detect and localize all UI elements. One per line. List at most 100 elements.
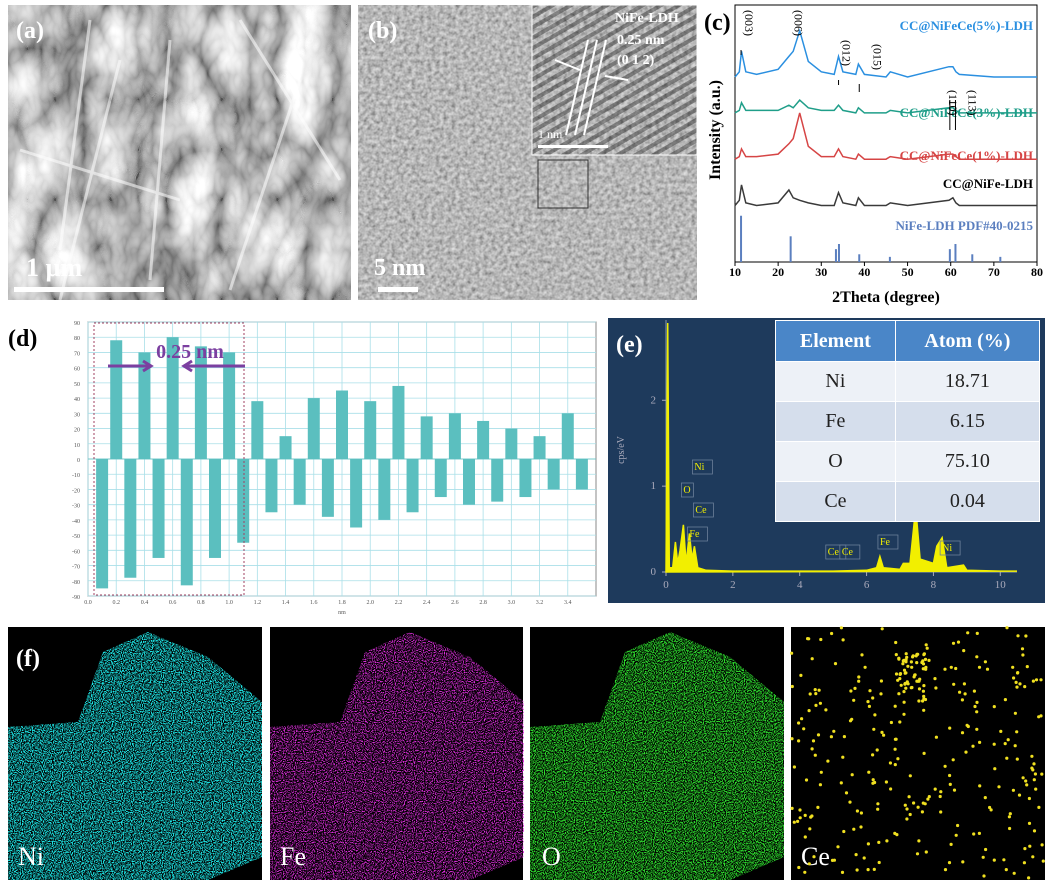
- x-tick-label: 1.6: [310, 600, 318, 606]
- y-tick-label: 60: [74, 367, 80, 373]
- ce-dot: [893, 747, 897, 751]
- panel-label: (b): [368, 18, 397, 44]
- ce-dot: [977, 665, 982, 669]
- table-header: Element Atom (%): [775, 320, 1041, 362]
- ce-dot: [1033, 772, 1037, 776]
- map-label: Fe: [280, 842, 306, 871]
- x-tick-label: 1.8: [338, 600, 346, 606]
- ce-dot: [889, 787, 893, 791]
- ce-dot: [908, 812, 912, 817]
- ce-dot: [852, 698, 856, 702]
- ce-dot: [1027, 821, 1032, 825]
- y-tick-label: 70: [74, 351, 80, 357]
- ce-dot: [933, 787, 937, 791]
- y-tick-label: 90: [74, 321, 80, 327]
- ce-dot: [904, 686, 908, 690]
- ce-dot: [962, 649, 966, 653]
- y-tick-label: 10: [74, 443, 80, 449]
- ce-dot: [885, 839, 889, 843]
- y-axis-label: cps/eV: [616, 435, 627, 464]
- ce-dot: [1015, 757, 1019, 761]
- y-axis-label: Intensity (a.u.): [707, 80, 724, 180]
- ce-dot: [1022, 861, 1026, 865]
- ce-dot: [908, 774, 912, 778]
- ce-dot: [1002, 858, 1006, 862]
- ce-dot: [927, 658, 931, 662]
- peak-label: (015): [870, 44, 884, 70]
- ce-dot: [852, 827, 856, 831]
- ce-dot: [800, 717, 804, 721]
- ce-dot: [796, 819, 800, 823]
- ce-dot: [993, 767, 997, 771]
- ce-dot: [804, 778, 809, 782]
- ce-dot: [871, 696, 875, 700]
- ce-dot: [1003, 698, 1007, 702]
- ce-dot: [954, 666, 958, 671]
- reference-label: NiFe-LDH PDF#40-0215: [895, 218, 1033, 233]
- ce-dot: [830, 631, 834, 636]
- ce-dot: [1024, 779, 1028, 783]
- ce-dot: [897, 692, 901, 696]
- ce-dot: [1013, 711, 1017, 715]
- ce-dot: [1030, 754, 1034, 758]
- ce-dot: [811, 739, 816, 743]
- cell: 75.10: [894, 441, 1041, 482]
- ce-dot: [1014, 680, 1018, 684]
- series-line: [734, 184, 1037, 207]
- ce-dot: [924, 850, 928, 854]
- ce-dot: [954, 833, 958, 837]
- element-tag-box: [877, 534, 899, 550]
- ce-dot: [965, 723, 969, 727]
- ce-dot: [921, 662, 926, 666]
- ce-dot: [792, 765, 796, 769]
- y-tick-label: -80: [72, 580, 80, 586]
- map-ni: Ni: [8, 627, 262, 880]
- bar: [420, 416, 433, 459]
- ce-dot: [904, 658, 908, 662]
- bar: [124, 459, 137, 578]
- x-tick-label: 30: [815, 265, 827, 279]
- ce-dot: [917, 699, 921, 703]
- ce-dot: [894, 737, 898, 741]
- ce-dot: [877, 860, 881, 865]
- ce-dot: [905, 807, 909, 811]
- ce-dot: [1027, 796, 1031, 801]
- ce-dot: [859, 811, 863, 815]
- ce-dot: [895, 833, 899, 837]
- x-tick-label: 1.2: [254, 600, 262, 606]
- inset-scale-bar: [538, 145, 608, 148]
- panel-c: (c) 2Theta (degree) Intensity (a.u.): [704, 4, 1038, 306]
- ce-dot: [1025, 665, 1029, 669]
- ce-dot: [867, 704, 871, 708]
- panel-label: (d): [8, 326, 37, 352]
- ce-dot: [898, 672, 902, 676]
- ce-dot: [983, 660, 987, 664]
- ce-dot: [975, 700, 979, 704]
- element-tag-box: [693, 502, 714, 518]
- ce-dot: [1040, 772, 1044, 776]
- ce-dot: [988, 805, 992, 810]
- cell: 0.04: [894, 481, 1041, 522]
- bar: [406, 459, 419, 513]
- y-tick-label: 0: [651, 566, 657, 578]
- ce-dot: [1025, 783, 1029, 787]
- ce-dot: [1007, 815, 1011, 819]
- y-tick-label: 40: [74, 397, 80, 403]
- ce-dot: [1041, 859, 1045, 863]
- ce-dot: [897, 656, 901, 660]
- ce-dot: [1015, 730, 1019, 734]
- ce-dot: [1021, 776, 1025, 780]
- bar: [547, 459, 560, 490]
- ce-dot: [949, 665, 953, 669]
- ce-dot: [808, 692, 812, 696]
- ce-dot: [933, 677, 937, 681]
- ce-dot: [1004, 868, 1008, 872]
- chart-1: 0.0 0.2 0.4 0.6 0.8 1.0 1.2 1.4 1.6 1.8 2.0 2.2 2.4 2…: [72, 321, 596, 606]
- peak-label: (003): [742, 10, 756, 36]
- header-cell: Element: [775, 320, 896, 362]
- ce-dot: [913, 673, 917, 677]
- ce-dot: [818, 783, 822, 787]
- x-tick-label: 0.6: [169, 600, 177, 606]
- ce-dot: [790, 651, 794, 655]
